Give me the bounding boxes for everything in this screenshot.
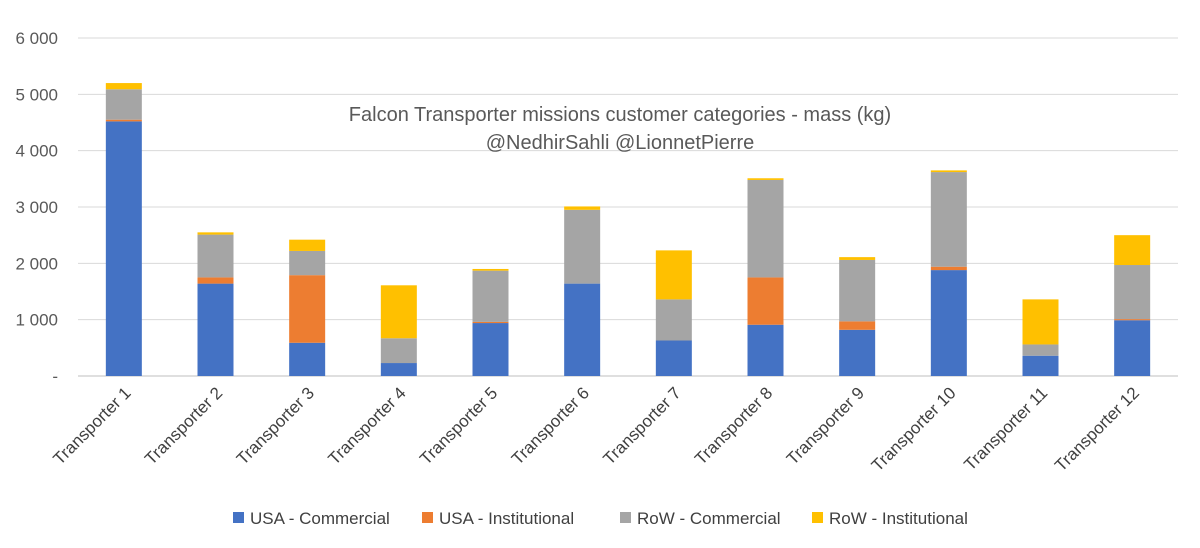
x-tick-label: Transporter 8 [691, 383, 776, 468]
bar-segment [105, 121, 142, 376]
gridlines [78, 37, 1178, 377]
chart-title: Falcon Transporter missions customer cat… [349, 104, 891, 126]
bar-segment [197, 234, 234, 278]
bar-segment [472, 323, 509, 376]
bar-segment [839, 257, 876, 260]
bar-segment [105, 83, 142, 90]
x-tick-label: Transporter 10 [868, 383, 960, 475]
y-axis-ticks: - 1 000 2 000 3 000 4 000 5 000 6 000 [15, 29, 58, 386]
bar-segment [380, 363, 417, 376]
x-tick-label: Transporter 5 [416, 383, 501, 468]
legend-swatch [233, 512, 244, 523]
bar-segment [472, 321, 509, 324]
x-tick-label: Transporter 7 [600, 383, 685, 468]
bar-segment [747, 178, 784, 180]
legend-label: USA - Commercial [250, 509, 390, 528]
bar-segment [197, 283, 234, 376]
x-tick-label: Transporter 9 [783, 383, 868, 468]
legend: USA - Commercial USA - Institutional RoW -… [233, 509, 968, 528]
y-tick-label: 3 000 [15, 198, 58, 217]
bar-segment [1022, 355, 1059, 376]
bar-segment [197, 277, 234, 284]
x-tick-label: Transporter 11 [960, 383, 1051, 474]
bar-segment [839, 329, 876, 376]
x-tick-label: Transporter 1 [50, 383, 135, 468]
x-tick-label: Transporter 4 [325, 383, 410, 468]
legend-swatch [620, 512, 631, 523]
bar-segment [655, 340, 692, 376]
bar-segment [380, 338, 417, 364]
bar-segment [105, 119, 142, 122]
bar-segment [472, 270, 509, 322]
bar-segment [289, 250, 326, 276]
bar-segment [564, 283, 601, 376]
bars [105, 83, 1151, 376]
y-tick-label: - [52, 367, 58, 386]
bar-segment [930, 172, 967, 267]
y-tick-label: 5 000 [15, 85, 58, 104]
y-tick-label: 4 000 [15, 142, 58, 161]
bar-segment [289, 342, 326, 376]
bar-segment [747, 179, 784, 278]
bar-segment [747, 277, 784, 325]
bar-segment [1114, 319, 1151, 321]
bar-segment [1114, 265, 1151, 320]
bar-segment [930, 270, 967, 376]
bar-segment [1022, 344, 1059, 356]
x-tick-label: Transporter 12 [1051, 383, 1143, 475]
bar-segment [564, 209, 601, 284]
y-tick-label: 1 000 [15, 311, 58, 330]
bar-segment [380, 285, 417, 339]
x-tick-label: Transporter 2 [141, 383, 226, 468]
legend-swatch [812, 512, 823, 523]
x-tick-label: Transporter 3 [233, 383, 318, 468]
bar-segment [655, 250, 692, 300]
bar-segment [839, 321, 876, 330]
bar-segment [1114, 235, 1151, 266]
bar-segment [197, 232, 234, 235]
bar-segment [839, 259, 876, 322]
bar-segment [1022, 299, 1059, 345]
x-tick-label: Transporter 6 [508, 383, 593, 468]
bar-segment [472, 268, 509, 271]
legend-label: RoW - Commercial [637, 509, 781, 528]
legend-label: RoW - Institutional [829, 509, 968, 528]
legend-label: USA - Institutional [439, 509, 574, 528]
bar-segment [747, 324, 784, 376]
bar-segment [289, 275, 326, 343]
bar-segment [1114, 320, 1151, 376]
bar-segment [930, 170, 967, 173]
bar-segment [289, 239, 326, 251]
y-tick-label: 2 000 [15, 254, 58, 273]
bar-segment [105, 89, 142, 120]
bar-segment [655, 299, 692, 341]
legend-swatch [422, 512, 433, 523]
bar-segment [564, 206, 601, 210]
chart-subtitle: @NedhirSahli @LionnetPierre [486, 132, 755, 154]
y-tick-label: 6 000 [15, 29, 58, 48]
bar-segment [930, 266, 967, 271]
